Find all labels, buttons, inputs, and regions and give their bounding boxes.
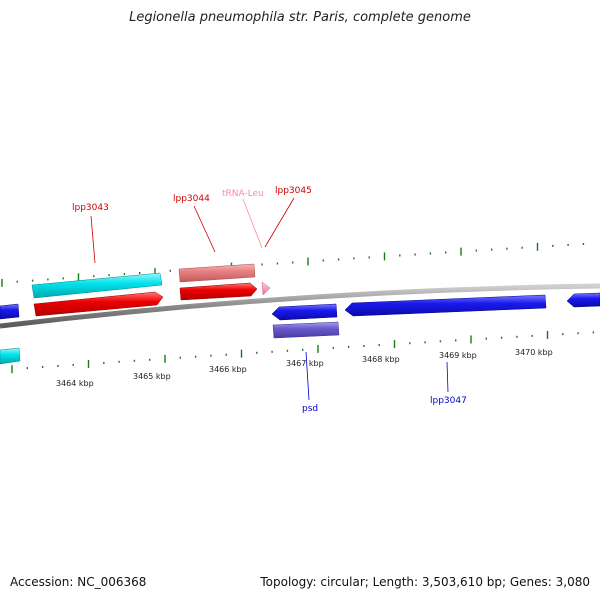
label-psd[interactable]: psd bbox=[302, 404, 318, 414]
trna-leu-feature[interactable] bbox=[261, 281, 271, 296]
cds-lpp3047[interactable] bbox=[344, 294, 547, 317]
cds-left-edge-cyan[interactable] bbox=[0, 347, 21, 365]
accession-text: Accession: NC_006368 bbox=[10, 575, 147, 589]
leader-psd bbox=[305, 351, 310, 401]
scale-label-3465: 3465 kbp bbox=[133, 372, 171, 381]
leader-lpp3043 bbox=[90, 215, 96, 264]
inner-scale-ticks bbox=[11, 331, 595, 374]
cds-right-edge-blue[interactable] bbox=[566, 292, 600, 308]
leader-lpp3045 bbox=[264, 197, 295, 248]
label-lpp3044[interactable]: lpp3044 bbox=[173, 194, 210, 204]
leader-lpp3047 bbox=[446, 361, 449, 393]
scale-label-3468: 3468 kbp bbox=[362, 355, 400, 364]
map-title: Legionella pneumophila str. Paris, compl… bbox=[129, 10, 471, 25]
label-lpp3045[interactable]: lpp3045 bbox=[275, 186, 312, 196]
label-lpp3043[interactable]: lpp3043 bbox=[72, 203, 109, 213]
genome-backbone bbox=[0, 283, 600, 329]
cds-psd[interactable] bbox=[271, 303, 338, 321]
cds-lpp3043[interactable] bbox=[33, 291, 164, 317]
leader-lpp3044 bbox=[193, 205, 216, 253]
scale-label-3467: 3467 kbp bbox=[286, 359, 324, 368]
cds-left-edge-blue[interactable] bbox=[0, 303, 20, 320]
scale-label-3464: 3464 kbp bbox=[56, 379, 94, 388]
cds-psd-light[interactable] bbox=[272, 321, 340, 339]
label-trna-leu[interactable]: tRNA-Leu bbox=[222, 189, 264, 199]
leader-trna-leu bbox=[242, 198, 263, 249]
label-lpp3047[interactable]: lpp3047 bbox=[430, 396, 467, 406]
scale-label-3466: 3466 kbp bbox=[209, 365, 247, 374]
cds-lpp3043-cyan[interactable] bbox=[31, 272, 163, 299]
scale-label-3470: 3470 kbp bbox=[515, 348, 553, 357]
cds-lpp3044-light[interactable] bbox=[178, 263, 256, 283]
cds-lpp3044[interactable] bbox=[179, 282, 258, 301]
scale-label-3469: 3469 kbp bbox=[439, 351, 477, 360]
genome-summary-text: Topology: circular; Length: 3,503,610 bp… bbox=[260, 575, 590, 589]
